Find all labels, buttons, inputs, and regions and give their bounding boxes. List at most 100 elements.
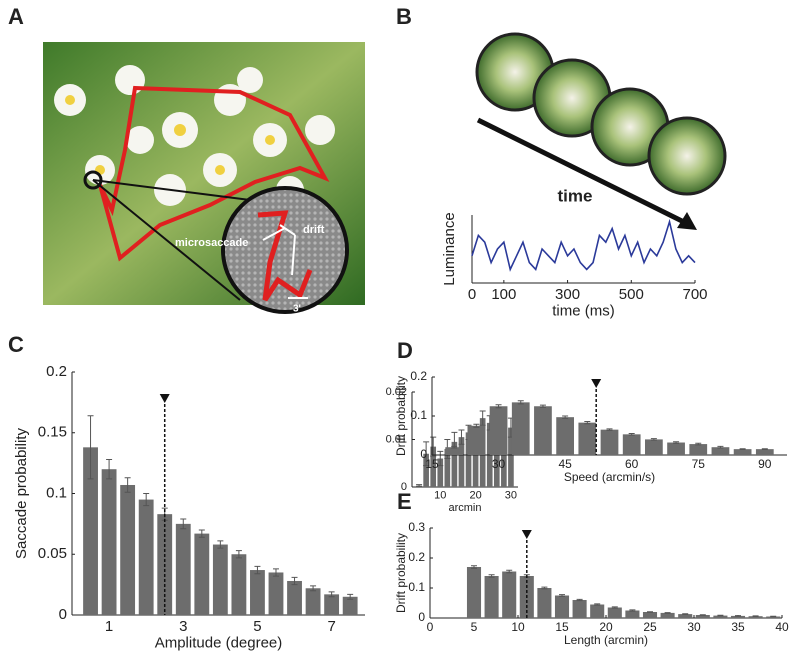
error-bar <box>488 574 495 578</box>
bar <box>730 615 746 618</box>
bar <box>645 439 663 455</box>
bar <box>212 544 228 615</box>
error-bar <box>473 423 480 428</box>
panel-a-image: microsaccade drift 3' <box>43 42 365 315</box>
x-tick-label: 45 <box>558 457 572 471</box>
bar <box>572 600 587 618</box>
y-axis-label: Drift probability <box>394 533 408 613</box>
error-bar <box>673 441 680 444</box>
error-bar <box>752 615 759 617</box>
y-axis-label: Saccade probability <box>13 428 30 559</box>
bar <box>755 449 774 455</box>
bar <box>467 425 486 455</box>
y-tick-label: 0.15 <box>38 424 67 441</box>
error-bar <box>328 591 335 598</box>
arrow-label: time <box>558 186 593 205</box>
error-bar <box>647 611 653 613</box>
x-tick-label: 60 <box>625 457 639 471</box>
x-tick-label: 5 <box>471 620 478 634</box>
x-axis-label: arcmin <box>448 502 481 514</box>
y-axis-label: Luminance <box>441 212 458 285</box>
x-tick-label: 10 <box>511 620 525 634</box>
y-tick-label: 0.1 <box>408 580 425 594</box>
bar <box>748 616 763 618</box>
error-bar <box>650 438 657 441</box>
error-bar <box>254 565 261 575</box>
x-tick-label: 20 <box>469 490 481 502</box>
x-tick-label: 75 <box>692 457 706 471</box>
error-bar <box>451 445 458 449</box>
x-tick-label: 40 <box>775 620 789 634</box>
error-bar <box>458 429 465 445</box>
error-bar <box>576 598 583 602</box>
error-bar <box>770 615 777 618</box>
x-tick-label: 0 <box>427 620 434 634</box>
x-tick-label: 10 <box>434 490 446 502</box>
error-bar <box>291 576 298 586</box>
bar <box>472 441 479 487</box>
x-tick-label: 0 <box>468 286 476 303</box>
bar <box>667 442 685 455</box>
bar <box>622 434 641 455</box>
y-tick-label: 0.1 <box>46 484 67 501</box>
x-tick-label: 15 <box>555 620 569 634</box>
x-tick-label: 500 <box>619 286 644 303</box>
bar <box>502 571 517 618</box>
y-tick-label: 0.2 <box>408 550 425 564</box>
error-bar <box>87 415 94 480</box>
line <box>471 218 696 272</box>
error-bar <box>717 614 724 617</box>
x-tick-label: 25 <box>643 620 657 634</box>
bar <box>484 576 499 618</box>
bar <box>458 437 465 487</box>
bar <box>101 469 117 615</box>
error-bar <box>682 613 689 615</box>
error-bar <box>347 593 354 600</box>
bar <box>660 612 675 618</box>
error-bar <box>562 415 569 419</box>
x-tick-label: 300 <box>555 286 580 303</box>
y-axis-label: Drift probability <box>394 376 408 456</box>
panel-label: E <box>397 489 412 514</box>
bar <box>250 570 265 615</box>
error-bar <box>124 477 131 493</box>
bar <box>607 607 622 618</box>
y-tick-label: 0.05 <box>38 545 67 562</box>
error-bar <box>629 609 636 612</box>
panel-label: B <box>396 4 412 29</box>
median-marker <box>521 530 532 539</box>
error-bar <box>699 614 706 616</box>
panel-label: C <box>8 332 24 357</box>
median-marker <box>159 394 170 403</box>
y-tick-label: 0.1 <box>410 408 427 422</box>
bar <box>231 554 247 615</box>
error-bar <box>739 448 746 451</box>
bar <box>194 533 210 615</box>
annotation: microsaccade <box>175 237 248 249</box>
error-bar <box>695 442 702 446</box>
bar <box>342 596 358 615</box>
error-bar <box>180 518 187 530</box>
error-bar <box>594 603 601 606</box>
bar <box>175 523 191 615</box>
y-tick-label: 0.2 <box>46 363 67 380</box>
x-axis-label: Speed (arcmin/s) <box>564 470 655 484</box>
x-tick-label: 5 <box>253 618 261 635</box>
x-tick-label: 3 <box>179 618 187 635</box>
bar <box>83 447 98 615</box>
annotation: drift <box>303 224 325 236</box>
error-bar <box>517 400 524 405</box>
error-bar <box>664 612 671 614</box>
error-bar <box>310 585 317 592</box>
x-tick-label: 35 <box>731 620 745 634</box>
bar <box>578 422 597 455</box>
bar <box>711 447 730 455</box>
bar <box>287 580 302 615</box>
median-marker <box>591 379 602 388</box>
error-bar <box>106 458 113 480</box>
bar <box>305 588 321 615</box>
bar <box>642 612 658 618</box>
bar <box>689 444 708 455</box>
y-tick-label: 0.02 <box>386 386 407 398</box>
